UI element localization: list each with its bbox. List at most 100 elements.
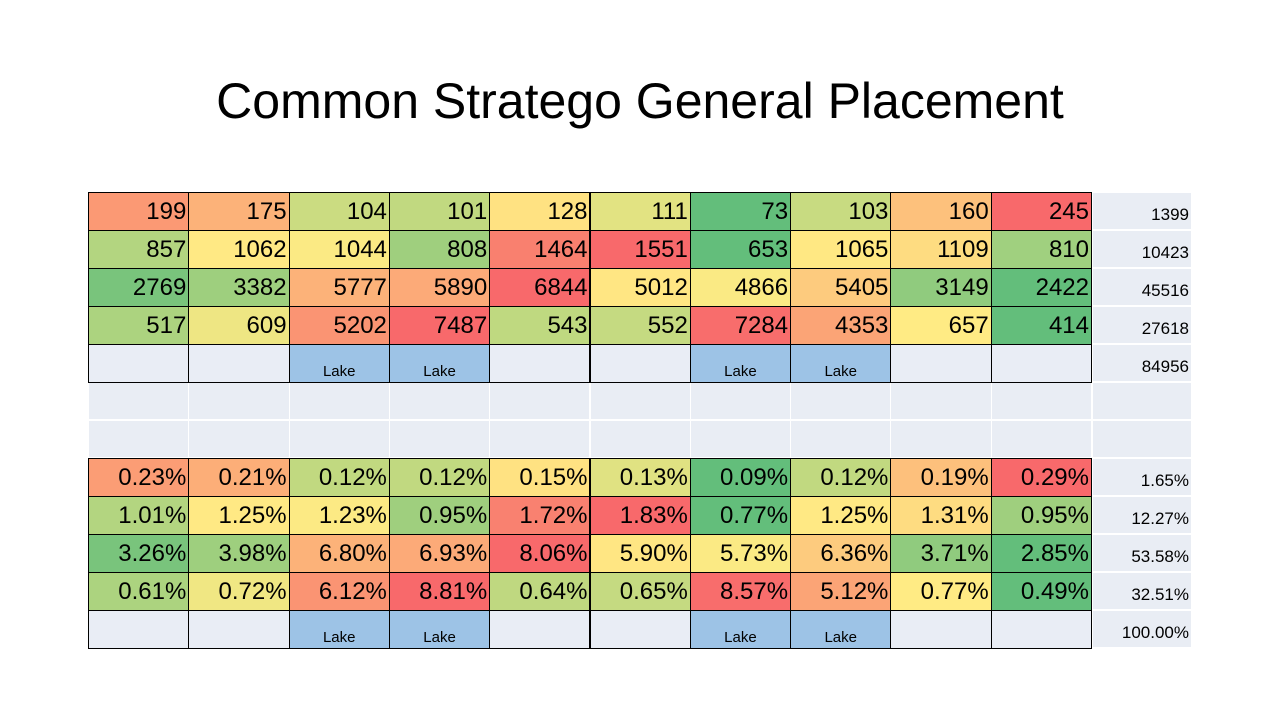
heat-cell: 1044 xyxy=(288,230,390,269)
heat-cell: 5202 xyxy=(288,306,390,345)
lake-cell: Lake xyxy=(388,344,491,383)
spacer-cell xyxy=(189,421,289,457)
heat-cell: 4353 xyxy=(790,306,892,345)
heat-cell: 0.49% xyxy=(990,572,1092,611)
heat-cell: 0.12% xyxy=(388,458,491,497)
row-total: 45516 xyxy=(1093,269,1191,305)
heat-cell: 8.81% xyxy=(388,572,491,611)
empty-cell xyxy=(188,344,290,383)
heat-cell: 3382 xyxy=(188,268,290,307)
heat-cell: 609 xyxy=(188,306,290,345)
heat-cell: 0.95% xyxy=(388,496,491,535)
empty-cell xyxy=(589,344,691,383)
empty-cell xyxy=(489,610,591,649)
spacer-cell xyxy=(490,383,590,419)
heat-cell: 160 xyxy=(890,192,992,231)
spacer-cell xyxy=(89,383,189,419)
heat-cell: 5012 xyxy=(589,268,691,307)
row-total: 12.27% xyxy=(1093,497,1191,533)
spacer-cell xyxy=(389,383,490,419)
lake-cell: Lake xyxy=(288,610,390,649)
heat-cell: 0.19% xyxy=(890,458,992,497)
heat-cell: 101 xyxy=(388,192,491,231)
heat-cell: 3.26% xyxy=(88,534,190,573)
spacer-cell xyxy=(590,383,690,419)
heat-cell: 0.29% xyxy=(990,458,1092,497)
spacer-cell xyxy=(891,421,991,457)
row-total: 32.51% xyxy=(1093,573,1191,609)
heat-cell: 0.23% xyxy=(88,458,190,497)
heat-cell: 6.80% xyxy=(288,534,390,573)
spacer-cell xyxy=(289,383,389,419)
spacer-cell xyxy=(791,421,891,457)
slide-title: Common Stratego General Placement xyxy=(216,73,1064,129)
spacer-cell xyxy=(791,383,891,419)
heat-cell: 857 xyxy=(88,230,190,269)
heat-cell: 1065 xyxy=(790,230,892,269)
heat-cell: 517 xyxy=(88,306,190,345)
heat-cell: 3149 xyxy=(890,268,992,307)
empty-cell xyxy=(88,344,190,383)
heat-cell: 657 xyxy=(890,306,992,345)
lake-cell: Lake xyxy=(689,344,792,383)
empty-cell xyxy=(188,610,290,649)
heat-cell: 543 xyxy=(489,306,591,345)
empty-cell xyxy=(890,610,992,649)
spacer-cell xyxy=(189,383,289,419)
lake-cell: Lake xyxy=(790,610,892,649)
heat-cell: 0.13% xyxy=(589,458,691,497)
heat-cell: 810 xyxy=(990,230,1092,269)
heat-cell: 3.98% xyxy=(188,534,290,573)
heat-cell: 5.12% xyxy=(790,572,892,611)
spacer-cell xyxy=(690,421,791,457)
heat-cell: 5.73% xyxy=(689,534,792,573)
heat-cell: 5.90% xyxy=(589,534,691,573)
lake-cell: Lake xyxy=(288,344,390,383)
heat-cell: 0.09% xyxy=(689,458,792,497)
heat-cell: 2769 xyxy=(88,268,190,307)
heat-cell: 0.64% xyxy=(489,572,591,611)
row-total: 1399 xyxy=(1093,193,1191,229)
spacer-cell xyxy=(590,421,690,457)
heat-cell: 0.65% xyxy=(589,572,691,611)
spacer-cell xyxy=(1093,383,1191,419)
row-total: 10423 xyxy=(1093,231,1191,267)
heat-cell: 5890 xyxy=(388,268,491,307)
heat-cell: 0.21% xyxy=(188,458,290,497)
heat-cell: 3.71% xyxy=(890,534,992,573)
empty-cell xyxy=(589,610,691,649)
heat-cell: 6.93% xyxy=(388,534,491,573)
spacer-cell xyxy=(1093,421,1191,457)
heat-cell: 6.36% xyxy=(790,534,892,573)
row-total: 53.58% xyxy=(1093,535,1191,571)
lake-cell: Lake xyxy=(689,610,792,649)
heat-cell: 7487 xyxy=(388,306,491,345)
heat-cell: 1551 xyxy=(589,230,691,269)
heat-cell: 2422 xyxy=(990,268,1092,307)
heat-cell: 8.06% xyxy=(489,534,591,573)
heat-cell: 7284 xyxy=(689,306,792,345)
heat-cell: 653 xyxy=(689,230,792,269)
spacer-cell xyxy=(690,383,791,419)
grand-total: 100.00% xyxy=(1093,611,1191,647)
heat-cell: 8.57% xyxy=(689,572,792,611)
heat-cell: 0.61% xyxy=(88,572,190,611)
heat-cell: 1.23% xyxy=(288,496,390,535)
heat-cell: 1062 xyxy=(188,230,290,269)
empty-cell xyxy=(489,344,591,383)
heat-cell: 0.72% xyxy=(188,572,290,611)
heat-cell: 0.77% xyxy=(689,496,792,535)
heat-cell: 2.85% xyxy=(990,534,1092,573)
heat-cell: 5405 xyxy=(790,268,892,307)
heat-cell: 1.31% xyxy=(890,496,992,535)
heat-cell: 552 xyxy=(589,306,691,345)
spacer-cell xyxy=(991,383,1091,419)
heat-cell: 0.15% xyxy=(489,458,591,497)
spacer-cell xyxy=(891,383,991,419)
heat-cell: 0.95% xyxy=(990,496,1092,535)
heat-cell: 175 xyxy=(188,192,290,231)
spacer-cell xyxy=(289,421,389,457)
empty-cell xyxy=(890,344,992,383)
heat-cell: 5777 xyxy=(288,268,390,307)
